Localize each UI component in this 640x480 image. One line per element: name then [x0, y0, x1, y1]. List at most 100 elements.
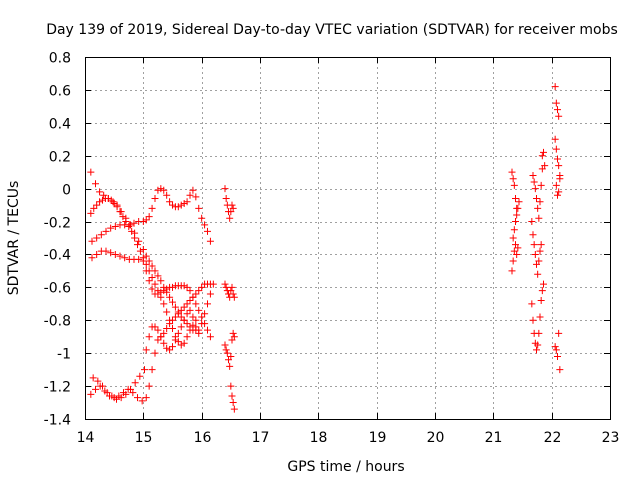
- data-point: [509, 234, 517, 242]
- data-point: [102, 247, 110, 255]
- data-point: [135, 237, 143, 245]
- y-tick-label: 0.8: [49, 51, 71, 67]
- data-point: [195, 329, 203, 337]
- data-point: [189, 293, 197, 301]
- data-point: [541, 162, 549, 170]
- data-point: [136, 372, 144, 380]
- data-point: [554, 191, 561, 199]
- data-point: [180, 199, 188, 207]
- data-point: [90, 204, 98, 212]
- y-axis-label: SDTVAR / TECUs: [6, 181, 22, 296]
- data-point: [87, 390, 95, 398]
- data-point: [174, 310, 182, 318]
- data-point: [139, 246, 147, 254]
- data-point: [221, 341, 229, 349]
- data-point: [192, 300, 200, 308]
- data-point: [125, 221, 133, 229]
- data-point: [531, 250, 539, 258]
- data-point: [555, 329, 563, 337]
- chart-title: Day 139 of 2019, Sidereal Day-to-day VTE…: [46, 22, 618, 38]
- data-point: [160, 300, 168, 308]
- data-point: [552, 99, 560, 107]
- data-point: [533, 346, 540, 354]
- data-point: [222, 195, 230, 203]
- data-point: [515, 198, 523, 206]
- data-point: [108, 392, 116, 400]
- data-point: [195, 287, 203, 295]
- data-point: [530, 241, 538, 249]
- data-point: [142, 346, 150, 354]
- data-point: [556, 366, 564, 374]
- data-point: [157, 277, 165, 285]
- data-point: [154, 272, 162, 280]
- data-point: [89, 374, 97, 382]
- data-point: [510, 226, 518, 234]
- data-point: [110, 199, 118, 207]
- data-point: [204, 326, 211, 334]
- data-point: [169, 316, 176, 324]
- data-point: [538, 152, 546, 160]
- data-point: [512, 218, 519, 226]
- data-point: [171, 303, 179, 311]
- data-point: [134, 241, 141, 249]
- data-point: [94, 377, 102, 385]
- data-point: [145, 213, 153, 221]
- data-point: [226, 362, 234, 370]
- data-point: [131, 234, 139, 242]
- data-point: [145, 277, 153, 285]
- data-point: [552, 181, 560, 189]
- x-tick-label: 21: [485, 430, 503, 446]
- data-point: [509, 257, 517, 265]
- data-point: [201, 320, 209, 328]
- data-point: [556, 175, 564, 183]
- data-point: [148, 273, 156, 281]
- data-point: [103, 389, 111, 397]
- data-point: [87, 168, 95, 176]
- data-point: [134, 394, 141, 402]
- data-point: [148, 285, 156, 293]
- data-point: [186, 306, 194, 314]
- data-point: [138, 397, 146, 405]
- data-point: [163, 191, 171, 199]
- data-point: [122, 390, 130, 398]
- data-point: [116, 208, 124, 216]
- data-point: [96, 198, 104, 206]
- x-tick-label: 18: [310, 430, 328, 446]
- data-point: [174, 338, 182, 346]
- data-point: [514, 244, 522, 252]
- data-point: [180, 282, 188, 290]
- data-point: [135, 255, 143, 263]
- data-point: [177, 341, 185, 349]
- data-point: [513, 204, 521, 212]
- data-point: [221, 280, 229, 288]
- data-point: [536, 313, 544, 321]
- data-point: [128, 227, 136, 235]
- data-point: [157, 185, 165, 193]
- data-point: [97, 231, 105, 239]
- x-axis-label: GPS time / hours: [287, 459, 404, 475]
- data-point: [551, 135, 559, 143]
- data-point: [180, 303, 188, 311]
- data-point: [151, 280, 159, 288]
- y-tick-label: 0: [62, 183, 71, 199]
- data-point: [183, 283, 191, 291]
- data-point: [151, 323, 159, 331]
- data-point: [189, 321, 197, 329]
- x-tick-label: 19: [369, 430, 387, 446]
- data-point: [171, 336, 179, 344]
- data-point: [195, 204, 203, 212]
- data-point: [228, 201, 236, 209]
- data-point: [206, 280, 214, 288]
- series-10: [551, 83, 564, 374]
- data-point: [554, 155, 561, 163]
- data-point: [87, 209, 95, 217]
- data-point: [552, 145, 560, 153]
- data-point: [229, 329, 237, 337]
- data-point: [192, 323, 200, 331]
- data-point: [186, 191, 194, 199]
- data-point: [107, 249, 115, 257]
- data-point: [93, 201, 101, 209]
- data-point: [157, 333, 165, 341]
- data-point: [537, 181, 545, 189]
